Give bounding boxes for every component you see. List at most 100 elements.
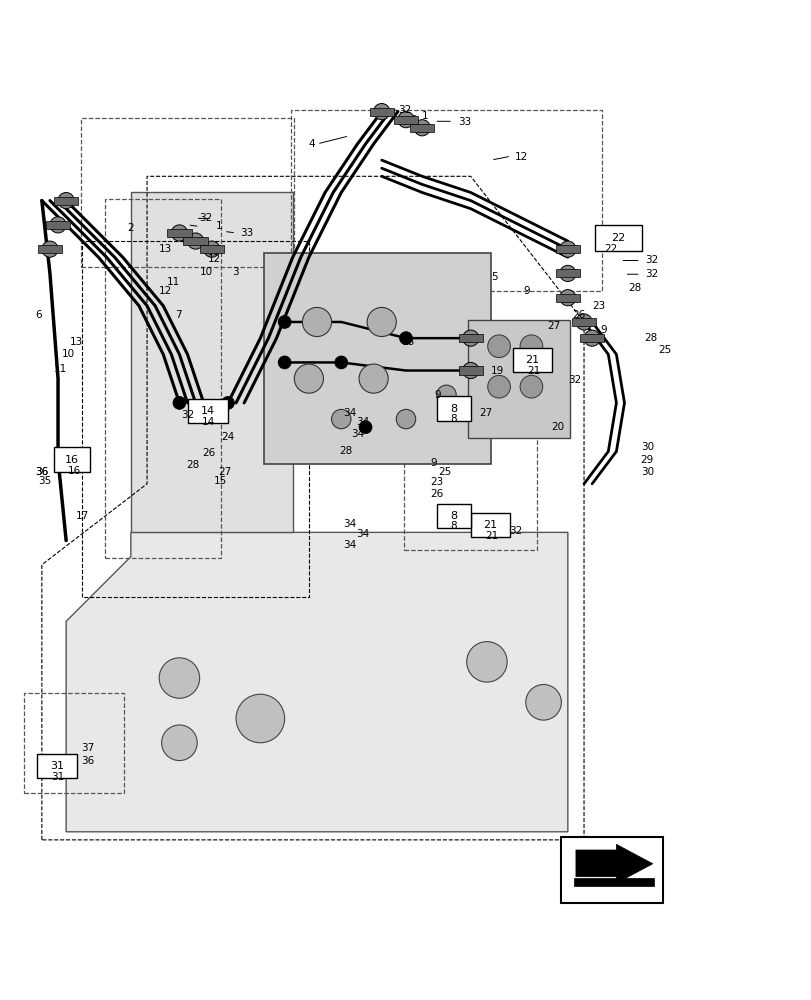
- Text: 28: 28: [186, 460, 199, 470]
- Text: 10: 10: [200, 267, 212, 277]
- Circle shape: [171, 225, 187, 241]
- Bar: [393, 116, 418, 124]
- Text: 7: 7: [175, 310, 182, 320]
- FancyBboxPatch shape: [264, 253, 491, 464]
- Text: 14: 14: [201, 406, 215, 416]
- Text: 12: 12: [515, 152, 528, 162]
- Text: 4: 4: [308, 139, 315, 149]
- Circle shape: [334, 356, 347, 369]
- Text: 31: 31: [51, 772, 65, 782]
- Polygon shape: [66, 532, 567, 832]
- Polygon shape: [131, 192, 292, 532]
- Bar: [38, 245, 62, 253]
- Text: 27: 27: [218, 467, 231, 477]
- FancyBboxPatch shape: [188, 399, 228, 423]
- Text: 34: 34: [342, 519, 356, 529]
- Text: 25: 25: [658, 345, 671, 355]
- Text: 32: 32: [644, 255, 657, 265]
- Text: 5: 5: [491, 272, 497, 282]
- Bar: [458, 334, 483, 342]
- Circle shape: [575, 314, 591, 330]
- Text: 21: 21: [485, 531, 498, 541]
- FancyBboxPatch shape: [513, 348, 551, 372]
- Text: 35: 35: [38, 476, 51, 486]
- Text: 23: 23: [591, 301, 605, 311]
- Circle shape: [396, 409, 415, 429]
- Circle shape: [278, 356, 290, 369]
- Text: 13: 13: [159, 244, 172, 254]
- Bar: [167, 229, 191, 237]
- Text: 26: 26: [430, 489, 443, 499]
- Text: 8: 8: [450, 521, 457, 531]
- Text: 21: 21: [483, 520, 497, 530]
- Circle shape: [525, 685, 560, 720]
- Text: 18: 18: [401, 337, 414, 347]
- Text: 8: 8: [449, 404, 457, 414]
- FancyBboxPatch shape: [436, 396, 470, 421]
- Text: 28: 28: [339, 446, 353, 456]
- Text: 22: 22: [603, 244, 616, 254]
- Text: 20: 20: [551, 422, 564, 432]
- Circle shape: [161, 725, 197, 761]
- Text: 11: 11: [54, 364, 67, 374]
- Bar: [200, 245, 224, 253]
- Text: 16: 16: [65, 455, 79, 465]
- Text: 28: 28: [628, 283, 641, 293]
- Polygon shape: [573, 878, 654, 886]
- Text: 34: 34: [350, 429, 364, 439]
- Text: 23: 23: [430, 477, 443, 487]
- Text: 22: 22: [611, 233, 624, 243]
- Text: 8: 8: [449, 511, 457, 521]
- Text: 32: 32: [644, 269, 657, 279]
- Text: 36: 36: [36, 467, 49, 477]
- Text: 29: 29: [640, 455, 653, 465]
- Text: 36: 36: [36, 467, 49, 477]
- Text: 19: 19: [491, 366, 504, 376]
- Circle shape: [278, 315, 290, 328]
- Text: 36: 36: [80, 756, 94, 766]
- Circle shape: [436, 385, 456, 405]
- Circle shape: [302, 307, 331, 337]
- Text: 32: 32: [509, 526, 522, 536]
- Circle shape: [559, 290, 575, 306]
- Circle shape: [487, 335, 510, 358]
- Text: 26: 26: [202, 448, 215, 458]
- Bar: [54, 197, 78, 205]
- Circle shape: [583, 330, 599, 346]
- Text: 12: 12: [208, 254, 221, 264]
- Bar: [571, 318, 595, 326]
- Text: 30: 30: [640, 442, 653, 452]
- Text: 32: 32: [181, 410, 194, 420]
- Circle shape: [487, 375, 510, 398]
- Circle shape: [159, 658, 200, 698]
- Circle shape: [559, 241, 575, 257]
- Circle shape: [221, 396, 234, 409]
- Text: 33: 33: [458, 117, 471, 127]
- Circle shape: [42, 241, 58, 257]
- Text: 30: 30: [640, 467, 653, 477]
- Text: 9: 9: [523, 286, 530, 296]
- Circle shape: [466, 642, 507, 682]
- Text: 28: 28: [644, 333, 657, 343]
- Bar: [369, 108, 393, 116]
- Circle shape: [399, 332, 412, 345]
- Text: 13: 13: [70, 337, 84, 347]
- Text: 10: 10: [62, 349, 75, 359]
- Text: 24: 24: [221, 432, 234, 442]
- Text: 12: 12: [159, 286, 172, 296]
- Text: 27: 27: [547, 321, 560, 331]
- Text: 16: 16: [67, 466, 81, 476]
- Text: 34: 34: [355, 417, 369, 427]
- Bar: [555, 269, 579, 277]
- FancyBboxPatch shape: [436, 504, 470, 528]
- Text: 2: 2: [127, 223, 133, 233]
- FancyBboxPatch shape: [37, 754, 76, 778]
- Text: 31: 31: [49, 761, 64, 771]
- Bar: [410, 124, 434, 132]
- Text: 37: 37: [80, 743, 94, 753]
- Bar: [579, 334, 603, 342]
- Bar: [458, 366, 483, 375]
- Text: 9: 9: [599, 325, 606, 335]
- Circle shape: [331, 409, 350, 429]
- Text: 11: 11: [167, 277, 180, 287]
